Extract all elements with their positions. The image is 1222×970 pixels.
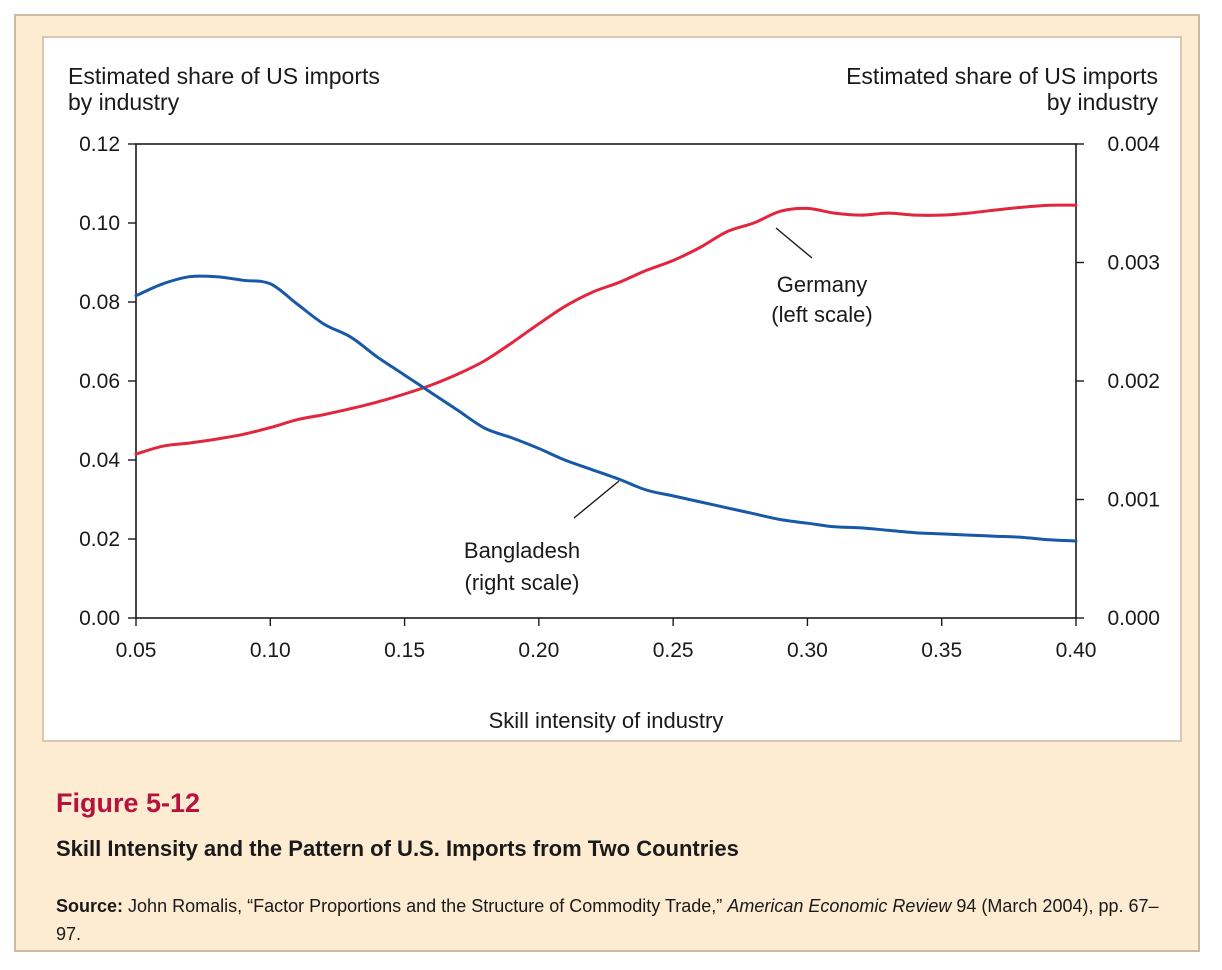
x-tick-label: 0.20 (518, 639, 559, 662)
source-citation: John Romalis, “Factor Proportions and th… (128, 896, 723, 916)
series-layer (134, 203, 1078, 543)
right-y-tick-label: 0.003 (1107, 252, 1160, 275)
right-y-tick-label: 0.001 (1107, 489, 1160, 512)
right-y-tick-label: 0.002 (1107, 370, 1160, 393)
left-axis-label-line-1: Estimated share of US imports (68, 63, 380, 89)
x-tick-label: 0.30 (787, 639, 828, 662)
left-y-tick-label: 0.12 (79, 133, 120, 156)
x-tick-label: 0.15 (384, 639, 425, 662)
right-y-tick-label: 0.000 (1107, 607, 1160, 630)
source-journal: American Economic Review (727, 896, 952, 916)
x-tick-label: 0.10 (250, 639, 291, 662)
x-tick-label: 0.05 (116, 639, 157, 662)
tick-layer: 0.05 0.10 0.15 0.20 0.25 0.30 0.35 0.40 0.00 0.02… (79, 133, 1160, 662)
left-y-tick-label: 0.08 (79, 291, 120, 314)
x-tick-label: 0.40 (1056, 639, 1097, 662)
right-y-tick-label: 0.004 (1107, 133, 1160, 156)
left-y-tick-label: 0.10 (79, 212, 120, 235)
bangladesh-annotation-line-2: (right scale) (465, 570, 580, 595)
x-axis-title: Skill intensity of industry (489, 708, 724, 733)
dual-axis-line-chart: Estimated share of US imports by industr… (68, 63, 1160, 733)
bangladesh-annotation-leader (573, 480, 620, 519)
left-y-tick-label: 0.06 (79, 370, 120, 393)
x-tick-label: 0.35 (921, 639, 962, 662)
source-details: 94 (March 2004), pp. 67–97. (56, 896, 1159, 944)
figure-title: Skill Intensity and the Pattern of U.S. … (56, 836, 739, 861)
left-axis-label-line-2: by industry (68, 89, 180, 115)
left-y-tick-label: 0.00 (79, 607, 120, 630)
x-tick-label: 0.25 (653, 639, 694, 662)
figure-box: Estimated share of US imports by industr… (14, 14, 1200, 952)
source-label: Source: (56, 896, 124, 916)
chart-panel: Estimated share of US imports by industr… (42, 36, 1182, 742)
germany-annotation-line-1: Germany (777, 272, 867, 297)
bangladesh-annotation-line-1: Bangladesh (464, 538, 580, 563)
left-y-tick-label: 0.04 (79, 449, 120, 472)
figure-source: Source: John Romalis, “Factor Proportion… (56, 892, 1176, 948)
figure-number: Figure 5-12 (56, 788, 201, 818)
bangladesh-series-line (134, 274, 1078, 543)
right-axis-label-line-2: by industry (1047, 89, 1159, 115)
germany-series-line (134, 203, 1078, 456)
right-axis-label-line-1: Estimated share of US imports (846, 63, 1158, 89)
left-y-tick-label: 0.02 (79, 528, 120, 551)
germany-annotation-line-2: (left scale) (771, 302, 872, 327)
germany-annotation-leader (775, 227, 813, 259)
